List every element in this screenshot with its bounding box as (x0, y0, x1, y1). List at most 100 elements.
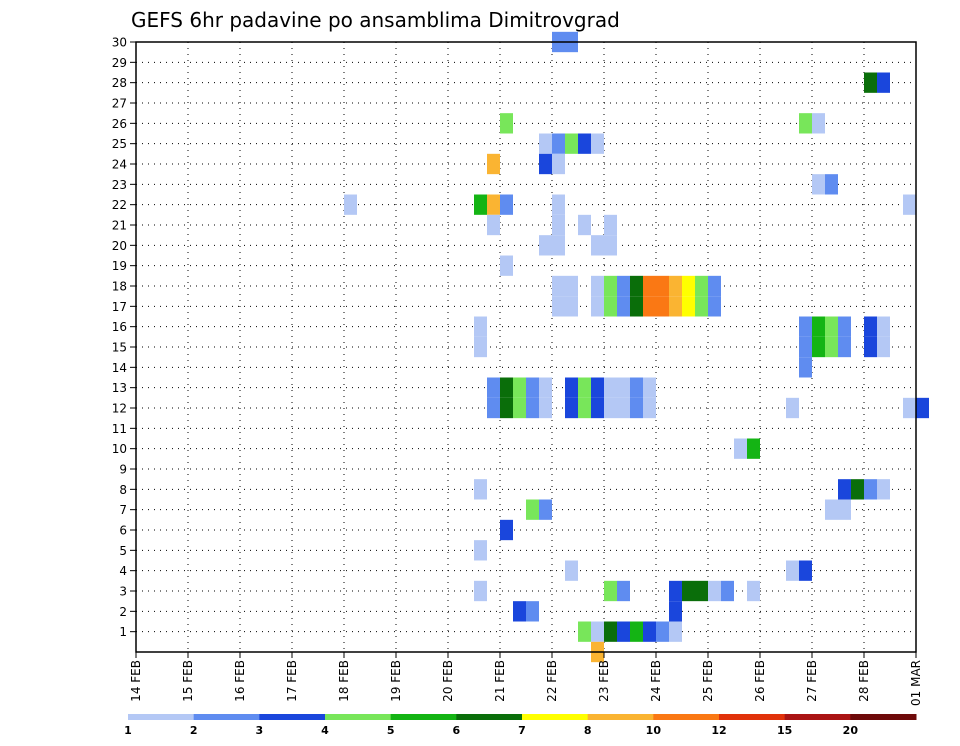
heatmap-cell (617, 580, 630, 602)
colorbar-swatch (522, 714, 589, 720)
y-tick-label: 8 (119, 483, 127, 497)
heatmap-cell (565, 275, 578, 297)
heatmap-cell (864, 479, 877, 500)
colorbar-swatch (193, 714, 260, 720)
x-tick-label: 14 FEB (129, 660, 143, 702)
heatmap-cell (864, 336, 877, 358)
heatmap-cell (877, 72, 890, 93)
x-axis: 14 FEB 15 FEB 16 FEB 17 FEB 18 FEB 19 FEB 20 F… (129, 652, 923, 706)
x-tick-label: 17 FEB (285, 660, 299, 702)
y-tick-label: 29 (112, 56, 127, 70)
heatmap-cell (708, 580, 721, 602)
heatmap-cell (669, 621, 682, 642)
heatmap-cell (838, 479, 851, 500)
x-tick-label: 15 FEB (181, 660, 195, 702)
colorbar: 1 2 3 4 5 6 7 8 10 12 15 20 (124, 714, 917, 737)
x-tick-label: 19 FEB (389, 660, 403, 702)
heatmap-cell (669, 601, 682, 622)
heatmap-cell (786, 560, 799, 581)
heatmap-cell (838, 316, 851, 337)
heatmap-cell (604, 377, 617, 398)
heatmap-cell (604, 214, 617, 236)
heatmap-cell (630, 377, 643, 398)
y-tick-label: 12 (112, 402, 127, 416)
colorbar-swatch (850, 714, 917, 720)
heatmap-cell (552, 296, 565, 317)
heatmap-cell (903, 397, 916, 419)
heatmap-cell (604, 621, 617, 642)
heatmap-cell (526, 601, 539, 622)
heatmap-cell (591, 397, 604, 419)
heatmap-cell (734, 438, 747, 459)
y-tick-label: 18 (112, 280, 127, 294)
heatmap-cell (500, 113, 513, 134)
heatmap-cell (617, 296, 630, 317)
heatmap-cell (799, 336, 812, 358)
heatmap-cell (526, 397, 539, 419)
heatmap-cell (539, 499, 552, 520)
x-tick-label: 25 FEB (701, 660, 715, 702)
heatmap-cell (825, 336, 838, 358)
heatmap-cell (864, 316, 877, 337)
heatmap-cell (487, 153, 500, 175)
colorbar-label: 4 (321, 724, 329, 737)
heatmap-cell (643, 621, 656, 642)
heatmap-cell (851, 479, 864, 500)
heatmap-cell (838, 499, 851, 520)
heatmap-cell (500, 377, 513, 398)
y-tick-label: 17 (112, 300, 127, 314)
heatmap-cell (643, 275, 656, 297)
heatmap-cell (487, 377, 500, 398)
y-tick-label: 3 (119, 585, 127, 599)
y-tick-label: 9 (119, 463, 127, 477)
y-tick-label: 24 (112, 158, 127, 172)
heatmap-cell (825, 316, 838, 337)
y-tick-label: 11 (112, 422, 127, 436)
heatmap-cell (617, 621, 630, 642)
heatmap-cell (474, 580, 487, 602)
heatmap-cell (487, 194, 500, 215)
y-tick-label: 21 (112, 219, 127, 233)
heatmap-cell (487, 397, 500, 419)
colorbar-swatch (128, 714, 195, 720)
colorbar-swatch (587, 714, 654, 720)
y-tick-label: 6 (119, 524, 127, 538)
heatmap-cell (565, 296, 578, 317)
heatmap-cell (747, 580, 760, 602)
x-tick-label: 24 FEB (649, 660, 663, 702)
colorbar-label: 1 (124, 724, 132, 737)
heatmap-cell (604, 397, 617, 419)
colorbar-label: 15 (777, 724, 792, 737)
colorbar-swatch (719, 714, 786, 720)
heatmap-cell (552, 214, 565, 236)
heatmap-cell (812, 174, 825, 195)
colorbar-label: 10 (646, 724, 662, 737)
heatmap-cell (630, 296, 643, 317)
cell-layer (344, 31, 929, 663)
heatmap-cell (500, 194, 513, 215)
heatmap-cell (552, 275, 565, 297)
heatmap-cell (500, 255, 513, 276)
heatmap-cell (617, 397, 630, 419)
heatmap-cell (513, 397, 526, 419)
heatmap-cell (578, 621, 591, 642)
y-tick-label: 10 (112, 442, 127, 456)
heatmap-cell (747, 438, 760, 459)
heatmap-cell (474, 540, 487, 561)
heatmap-cell (916, 397, 929, 419)
colorbar-swatch (259, 714, 326, 720)
x-tick-label: 22 FEB (545, 660, 559, 702)
colorbar-label: 12 (711, 724, 726, 737)
heatmap-cell (539, 133, 552, 154)
heatmap-cell (799, 113, 812, 134)
y-tick-label: 14 (112, 361, 127, 375)
x-tick-label: 16 FEB (233, 660, 247, 702)
heatmap-cell (578, 214, 591, 236)
x-tick-label: 01 MAR (909, 660, 923, 706)
heatmap-cell (539, 153, 552, 175)
y-tick-label: 25 (112, 137, 127, 151)
x-tick-label: 27 FEB (805, 660, 819, 702)
heatmap-cell (565, 377, 578, 398)
heatmap-cell (526, 499, 539, 520)
